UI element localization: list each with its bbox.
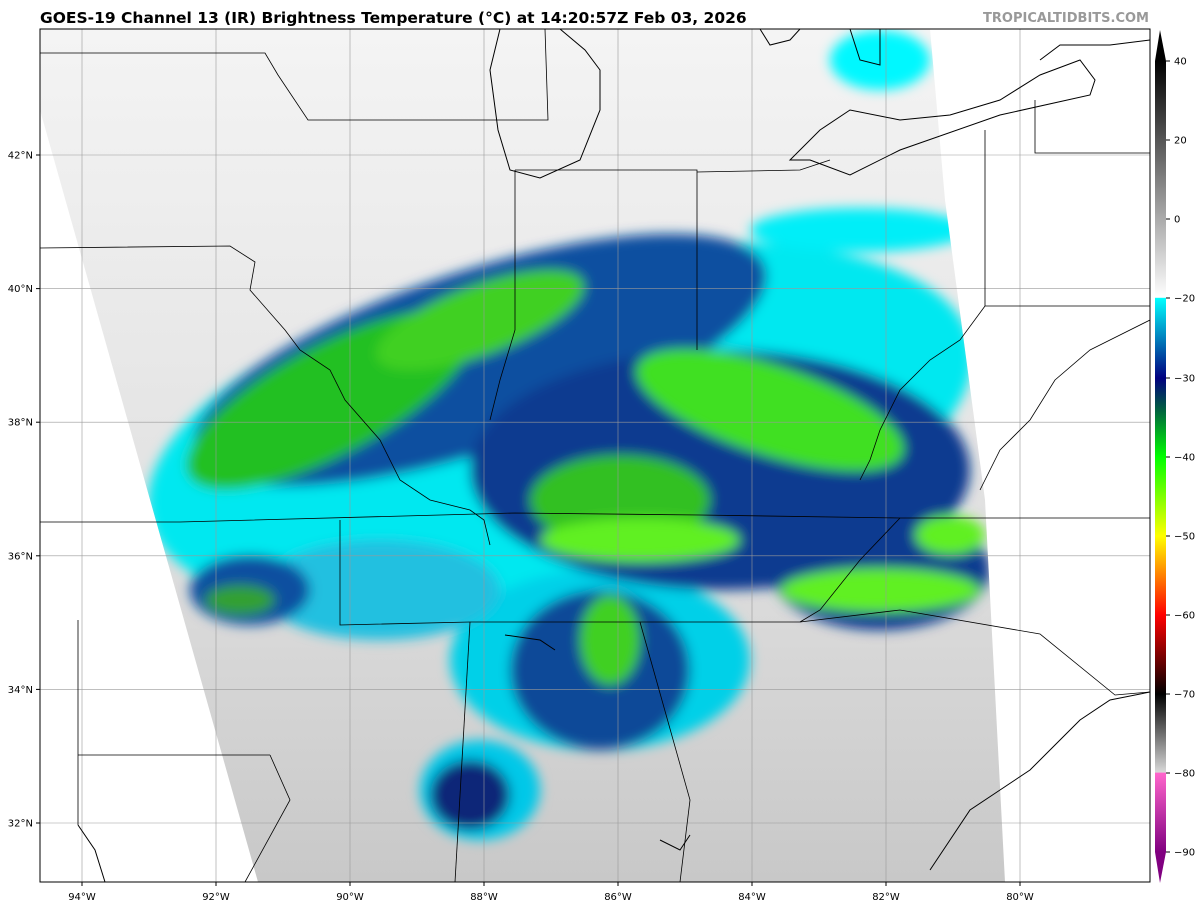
lon-tick-label: 86°W — [604, 892, 632, 903]
lon-tick-label: 80°W — [1006, 892, 1034, 903]
colorbar-tick-label: −40 — [1174, 453, 1195, 464]
colorbar-tick-label: −30 — [1174, 374, 1195, 385]
lon-tick-label: 84°W — [738, 892, 766, 903]
lat-tick-label: 36°N — [8, 551, 33, 562]
map-area — [40, 29, 1150, 882]
watermark: TROPICALTIDBITS.COM — [983, 11, 1149, 26]
political-borders — [40, 29, 1150, 882]
lon-tick-label: 82°W — [872, 892, 900, 903]
map-title: GOES-19 Channel 13 (IR) Brightness Tempe… — [40, 9, 747, 27]
lat-tick-label: 34°N — [8, 685, 33, 696]
colorbar: 40 20 0 −20 −30 −40 −50 −60 −70 −80 −90 — [1155, 30, 1195, 883]
lat-tick-label: 42°N — [8, 151, 33, 162]
colorbar-tick-label: −60 — [1174, 611, 1195, 622]
colorbar-tick-label: −80 — [1174, 769, 1195, 780]
lat-tick-label: 40°N — [8, 284, 33, 295]
lat-tick-label: 32°N — [8, 819, 33, 830]
colorbar-tick-label: −70 — [1174, 690, 1195, 701]
colorbar-tick-label: −50 — [1174, 532, 1195, 543]
colorbar-tick-label: 40 — [1174, 57, 1187, 68]
colorbar-extend-max — [1155, 30, 1166, 61]
colorbar-tick-label: 0 — [1174, 215, 1180, 226]
lat-tick-label: 38°N — [8, 418, 33, 429]
lon-tick-label: 92°W — [202, 892, 230, 903]
colorbar-extend-min — [1155, 852, 1166, 883]
colorbar-tick-label: 20 — [1174, 136, 1187, 147]
lon-tick-label: 94°W — [68, 892, 96, 903]
colorbar-tick-label: −20 — [1174, 294, 1195, 305]
cloud-field — [147, 30, 990, 840]
lon-tick-label: 90°W — [336, 892, 364, 903]
colorbar-tick-label: −90 — [1174, 848, 1195, 859]
coastlines — [77, 29, 1150, 882]
map-frame — [39, 28, 1151, 883]
longitude-ticks: 94°W 92°W 90°W 88°W 86°W 84°W 82°W 80°W — [68, 882, 1034, 903]
colorbar-bar — [1155, 61, 1166, 852]
graticule — [40, 29, 1150, 882]
colorbar-ticks: 40 20 0 −20 −30 −40 −50 −60 −70 −80 −90 — [1166, 57, 1195, 859]
lon-tick-label: 88°W — [470, 892, 498, 903]
latitude-ticks: 42°N 40°N 38°N 36°N 34°N 32°N — [8, 151, 40, 830]
